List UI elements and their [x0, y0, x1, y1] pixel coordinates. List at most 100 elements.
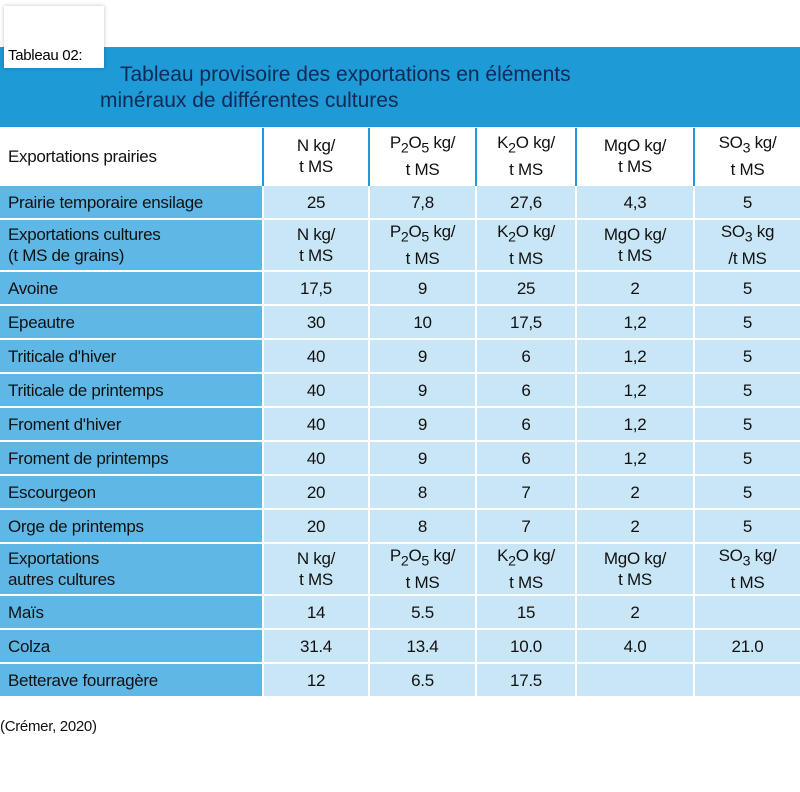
value-cell: 9 [368, 372, 476, 407]
row-label: Escourgeon [0, 474, 263, 509]
table-tag: Tableau 02: [8, 47, 83, 64]
unit-header: N kg/t MS [262, 218, 369, 271]
value-cell: 2 [575, 270, 694, 305]
unit-header: MgO kg/t MS [575, 542, 694, 595]
unit-header: K2O kg/t MS [475, 542, 576, 595]
row-label: Froment de printemps [0, 440, 263, 475]
value-cell: 25 [262, 184, 369, 219]
value-cell: 6 [475, 338, 576, 373]
unit-header: N kg/t MS [262, 542, 369, 595]
table-row: Betterave fourragère 12 6.5 17.5 [0, 662, 800, 696]
unit-header: P2O5 kg/t MS [368, 542, 476, 595]
value-cell: 5 [693, 406, 800, 441]
row-label: Colza [0, 628, 263, 663]
row-label: Avoine [0, 270, 263, 305]
value-cell: 9 [368, 270, 476, 305]
table-header-row: Exportations prairies N kg/t MS P2O5 kg/t … [0, 128, 800, 185]
header-label: Exportations cultures (t MS de grains) [0, 218, 263, 271]
value-cell: 7,8 [368, 184, 476, 219]
value-cell: 5 [693, 474, 800, 509]
table-header-row: Exportations autres cultures N kg/t MS P2O5… [0, 542, 800, 595]
value-cell: 17.5 [475, 662, 576, 696]
value-cell: 10.0 [475, 628, 576, 663]
value-cell [575, 662, 694, 696]
table-row: Escourgeon 20 8 7 2 5 [0, 474, 800, 509]
title-band [0, 47, 800, 127]
value-cell: 21.0 [693, 628, 800, 663]
table-title: Tableau provisoire des exportations en é… [100, 62, 760, 114]
value-cell: 5 [693, 508, 800, 543]
unit-header: MgO kg/t MS [575, 218, 694, 271]
header-label: Exportations prairies [0, 128, 263, 185]
table-row: Maïs 14 5.5 15 2 [0, 594, 800, 629]
value-cell: 13.4 [368, 628, 476, 663]
value-cell: 1,2 [575, 338, 694, 373]
unit-header: P2O5 kg/t MS [368, 218, 476, 271]
value-cell: 1,2 [575, 304, 694, 339]
unit-header: N kg/t MS [262, 128, 369, 185]
table-row: Froment de printemps 40 9 6 1,2 5 [0, 440, 800, 475]
value-cell: 1,2 [575, 372, 694, 407]
unit-header: SO3 kg/t MS [693, 128, 800, 185]
value-cell: 6 [475, 440, 576, 475]
value-cell: 6.5 [368, 662, 476, 696]
value-cell: 7 [475, 474, 576, 509]
value-cell: 2 [575, 508, 694, 543]
value-cell: 17,5 [262, 270, 369, 305]
value-cell: 5 [693, 440, 800, 475]
table-row: Triticale de printemps 40 9 6 1,2 5 [0, 372, 800, 407]
value-cell: 17,5 [475, 304, 576, 339]
table-row: Prairie temporaire ensilage 25 7,8 27,6 4,3 5 [0, 184, 800, 219]
table-header-row: Exportations cultures (t MS de grains) N k… [0, 218, 800, 271]
value-cell: 10 [368, 304, 476, 339]
table-row: Avoine 17,5 9 25 2 5 [0, 270, 800, 305]
value-cell: 5 [693, 304, 800, 339]
row-label: Triticale d'hiver [0, 338, 263, 373]
row-label: Prairie temporaire ensilage [0, 184, 263, 219]
value-cell: 2 [575, 474, 694, 509]
value-cell: 14 [262, 594, 369, 629]
value-cell: 20 [262, 474, 369, 509]
value-cell: 4,3 [575, 184, 694, 219]
value-cell: 8 [368, 508, 476, 543]
value-cell: 12 [262, 662, 369, 696]
value-cell: 5 [693, 338, 800, 373]
source-citation: (Crémer, 2020) [0, 718, 97, 735]
title-line-1: Tableau provisoire des exportations en é… [120, 63, 571, 86]
table-row: Colza 31.4 13.4 10.0 4.0 21.0 [0, 628, 800, 663]
row-label: Triticale de printemps [0, 372, 263, 407]
unit-header: K2O kg/t MS [475, 218, 576, 271]
row-label: Orge de printemps [0, 508, 263, 543]
table-row: Epeautre 30 10 17,5 1,2 5 [0, 304, 800, 339]
value-cell: 5 [693, 270, 800, 305]
value-cell: 2 [575, 594, 694, 629]
value-cell: 5 [693, 184, 800, 219]
value-cell: 5 [693, 372, 800, 407]
value-cell: 7 [475, 508, 576, 543]
header-label: Exportations autres cultures [0, 542, 263, 595]
value-cell: 9 [368, 338, 476, 373]
value-cell: 40 [262, 338, 369, 373]
row-label: Epeautre [0, 304, 263, 339]
table-row: Orge de printemps 20 8 7 2 5 [0, 508, 800, 543]
value-cell: 6 [475, 372, 576, 407]
value-cell: 15 [475, 594, 576, 629]
value-cell: 9 [368, 440, 476, 475]
value-cell: 8 [368, 474, 476, 509]
value-cell: 6 [475, 406, 576, 441]
value-cell: 1,2 [575, 440, 694, 475]
exports-table: Exportations prairies N kg/t MS P2O5 kg/t … [0, 128, 800, 696]
value-cell [693, 594, 800, 629]
value-cell: 27,6 [475, 184, 576, 219]
table-row: Triticale d'hiver 40 9 6 1,2 5 [0, 338, 800, 373]
title-line-2: minéraux de différentes cultures [100, 89, 399, 112]
row-label: Froment d'hiver [0, 406, 263, 441]
value-cell: 5.5 [368, 594, 476, 629]
value-cell: 40 [262, 372, 369, 407]
table-row: Froment d'hiver 40 9 6 1,2 5 [0, 406, 800, 441]
value-cell: 4.0 [575, 628, 694, 663]
value-cell: 20 [262, 508, 369, 543]
row-label: Maïs [0, 594, 263, 629]
unit-header: P2O5 kg/t MS [368, 128, 476, 185]
row-label: Betterave fourragère [0, 662, 263, 696]
